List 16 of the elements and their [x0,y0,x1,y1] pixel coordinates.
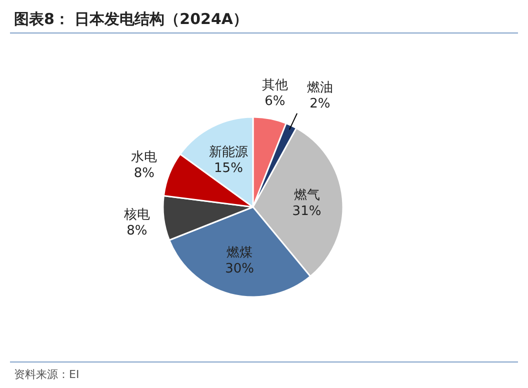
data-label: 31% [292,204,322,219]
data-label: 6% [264,94,286,110]
slice-label: 其他 [262,78,288,94]
data-label: 8% [134,166,155,181]
slice-label: 燃油 [306,80,333,96]
slice-label: 燃气 [294,188,320,203]
data-label: 30% [225,261,254,276]
slice-label: 新能源 [208,144,248,160]
data-label: 8% [126,224,148,239]
slice-label: 核电 [122,208,150,223]
slice-label: 水电 [131,150,158,165]
chart-title: 图表8： 日本发电结构（2024A） [14,10,248,28]
slice-label: 燃煤 [226,245,253,260]
data-label: 15% [214,160,243,176]
data-label: 2% [310,96,330,112]
text: 资料来源：EI [14,368,80,381]
